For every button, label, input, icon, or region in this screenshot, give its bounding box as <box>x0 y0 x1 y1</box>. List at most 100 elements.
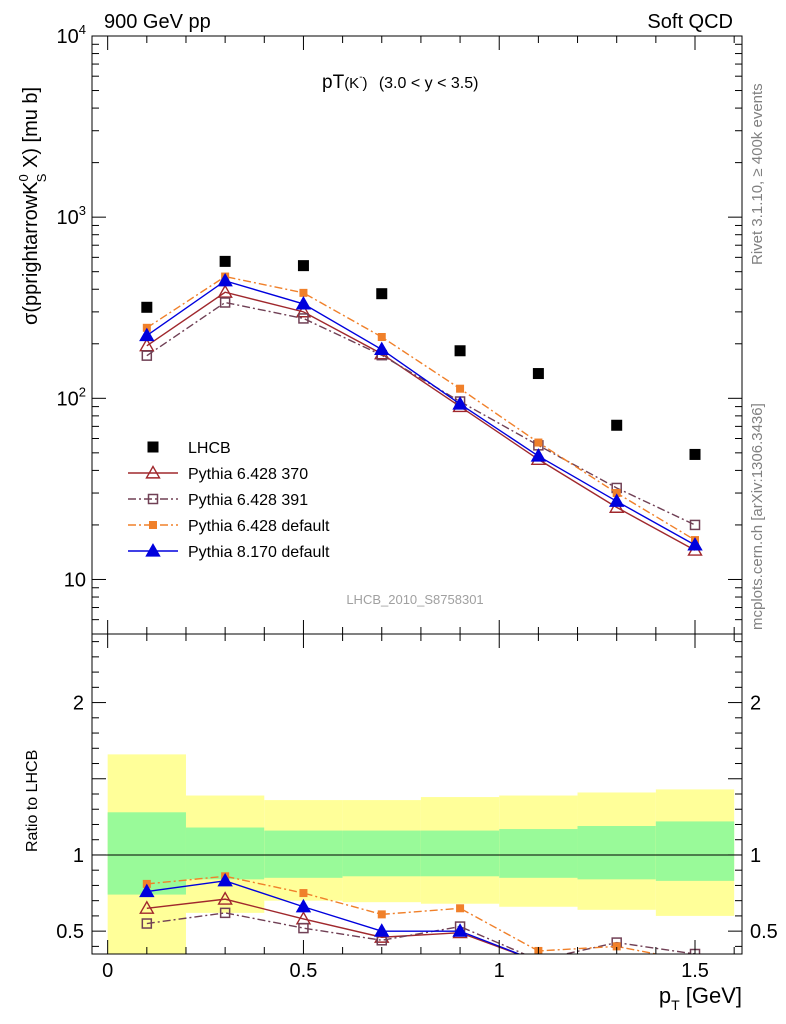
legend-entry: Pythia 6.428 default <box>128 518 330 535</box>
ratio-data-point <box>217 891 233 905</box>
main-data-point <box>612 489 621 498</box>
ratio-data-point <box>219 907 231 919</box>
main-y-axis-label: σ(pprightarrowK0 S X) [mu b] <box>16 87 49 325</box>
main-title-particle: (K <box>344 75 359 92</box>
legend-entry: Pythia 6.428 370 <box>128 465 308 483</box>
main-title-range: (3.0 < y < 3.5) <box>379 75 479 92</box>
main-y-tick-label-base: 10 <box>57 207 79 229</box>
x-axis-label-sub: T <box>671 997 680 1013</box>
legend-marker <box>147 493 159 505</box>
main-data-point <box>534 438 543 447</box>
main-data-point <box>299 288 308 297</box>
ratio-data-point <box>139 900 155 914</box>
ratio-y-tick-label-right: 2 <box>750 693 761 715</box>
main-series-line <box>146 301 696 526</box>
main-series-line <box>146 275 696 541</box>
main-series-layer <box>139 255 703 556</box>
x-axis-label-base: p <box>659 983 671 1008</box>
rivet-version-label: Rivet 3.1.10, ≥ 400k events <box>749 83 766 265</box>
main-y-tick-label-base: 10 <box>64 569 86 591</box>
ratio-data-point <box>298 922 309 934</box>
main-y-tick-label-exp: 3 <box>79 203 86 218</box>
ratio-uncertainty-bands <box>107 754 735 954</box>
ratio-inner-band <box>185 827 265 880</box>
main-title-particle-close: ) <box>363 75 368 92</box>
main-data-point <box>217 272 233 287</box>
main-y-tick-label-base: 10 <box>57 388 79 410</box>
ratio-series-3 <box>139 872 521 954</box>
ratio-data-point <box>217 872 233 887</box>
main-data-point <box>608 493 625 507</box>
ratio-data-point <box>377 910 386 919</box>
main-title: pT(K-) (3.0 < y < 3.5) <box>322 72 478 93</box>
legend-marker <box>149 521 157 529</box>
main-y-tick-label: 10 <box>64 569 86 591</box>
ratio-y-axis-label: Ratio to LHCB <box>24 750 41 852</box>
ratio-inner-band <box>499 829 578 878</box>
legend-entry: Pythia 8.170 default <box>128 543 330 561</box>
main-data-point <box>295 303 312 318</box>
ratio-x-tick-label: 0 <box>102 960 113 982</box>
main-title-particle-charge: - <box>359 72 362 83</box>
main-data-point <box>139 327 155 342</box>
main-data-point <box>219 297 231 308</box>
main-y-axis-label-base: σ(pprightarrowK <box>20 181 42 325</box>
main-y-axis-label-tail: X) [mu b] <box>20 87 42 174</box>
main-y-tick-label: 102 <box>57 384 86 410</box>
ratio-data-point <box>456 904 465 913</box>
main-series-4 <box>139 272 703 551</box>
ratio-data-point <box>139 883 155 898</box>
main-data-point <box>687 537 703 551</box>
legend-label: Pythia 8.170 default <box>188 544 330 561</box>
ratio-data-point <box>299 889 308 898</box>
x-axis-label-unit: [GeV] <box>680 983 742 1008</box>
ratio-inner-band <box>420 830 500 877</box>
main-data-point <box>532 368 544 380</box>
ratio-axis-ticks: 0.5 0.5 1 1 2 2 0 0.5 1 1.5 <box>56 634 778 982</box>
main-data-point <box>456 384 465 393</box>
header-energy-label: 900 GeV pp <box>104 11 211 33</box>
ratio-data-point <box>452 923 468 937</box>
main-title-quantity: pT <box>322 72 345 93</box>
ratio-data-point <box>295 898 312 913</box>
main-data-point <box>530 448 547 462</box>
ratio-x-tick-label: 1 <box>494 960 505 982</box>
main-series-0 <box>141 255 701 460</box>
main-y-tick-label-exp: 4 <box>79 22 86 37</box>
ratio-x-tick-label: 0.5 <box>290 960 318 982</box>
ratio-series-line <box>146 880 521 954</box>
ratio-y-tick-label-right: 0.5 <box>750 921 778 943</box>
header-process-label: Soft QCD <box>647 11 733 33</box>
legend-label: Pythia 6.428 370 <box>188 466 308 483</box>
ratio-x-tick-label: 1.5 <box>681 960 709 982</box>
ratio-inner-band <box>342 830 421 877</box>
main-data-point <box>377 332 386 341</box>
ratio-series-line <box>146 898 520 954</box>
legend-label: LHCB <box>188 440 231 457</box>
main-data-point <box>141 301 153 313</box>
ratio-y-tick-label-left: 1 <box>73 845 84 867</box>
ratio-data-point <box>141 918 153 929</box>
main-data-point <box>376 288 388 300</box>
main-data-point <box>374 341 390 356</box>
main-y-tick-label: 103 <box>57 203 86 229</box>
legend-entry: LHCB <box>147 440 231 457</box>
legend-marker <box>145 465 161 479</box>
main-data-point <box>454 345 466 357</box>
main-data-point <box>219 255 231 267</box>
ratio-panel: 0.5 0.5 1 1 2 2 0 0.5 1 1.5 Ratio to LHCB pT [GeV… <box>24 633 778 1013</box>
main-series-line <box>146 291 696 551</box>
legend-marker <box>147 441 159 453</box>
ratio-y-tick-label-left: 2 <box>73 693 84 715</box>
legend: LHCB Pythia 6.428 370 Pythia 6.428 391 Pyth… <box>128 440 330 561</box>
mcplots-label: mcplots.cern.ch [arXiv:1306.3436] <box>749 403 766 630</box>
main-data-point <box>297 260 309 272</box>
legend-marker <box>145 543 161 557</box>
analysis-watermark: LHCB_2010_S8758301 <box>346 592 483 607</box>
main-y-axis-label-sup: 0 <box>16 174 31 181</box>
main-data-point <box>689 448 701 460</box>
legend-label: Pythia 6.428 default <box>188 518 330 535</box>
